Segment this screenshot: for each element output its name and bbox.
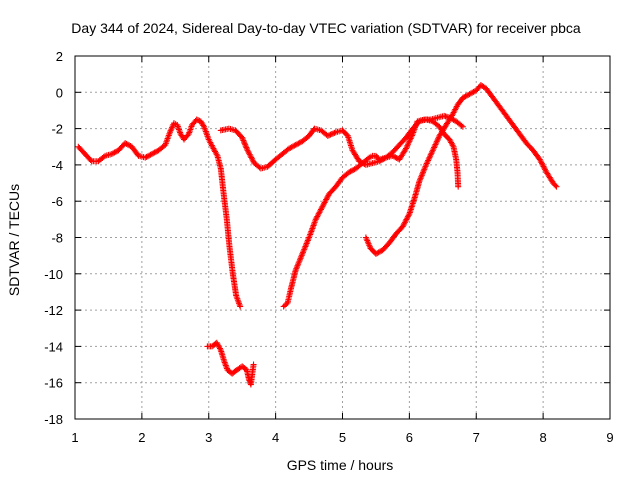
x-axis-label: GPS time / hours [287,457,394,473]
data-point [242,141,249,148]
data-point [250,361,257,368]
y-tick-label: -18 [44,412,63,427]
data-point [459,123,466,130]
data-point [87,157,94,164]
y-tick-label: -8 [51,231,63,246]
x-tick-label: 5 [339,430,346,445]
x-tick-label: 2 [138,430,145,445]
data-point [458,122,465,129]
data-point [326,132,333,139]
data-point [242,143,249,150]
data-point [243,144,250,151]
data-point [193,116,200,123]
plot-frame [74,55,611,420]
data-point [241,140,248,147]
y-tick-label: -4 [51,158,63,173]
data-point [405,212,412,219]
data-point [243,145,250,152]
data-point [195,117,202,124]
x-tick-label: 1 [71,430,78,445]
data-point [240,138,247,145]
x-tick-label: 3 [205,430,212,445]
x-tick-label: 8 [540,430,547,445]
y-tick-label: 0 [56,85,63,100]
y-tick-label: 2 [56,49,63,64]
data-point [200,122,207,129]
series-track-d [280,116,462,310]
y-tick-label: -16 [44,376,63,391]
data-point [324,132,331,139]
data-point [328,131,335,138]
data-point [327,131,334,138]
data-point [237,303,244,310]
y-tick-label: -2 [51,122,63,137]
x-tick-label: 7 [473,430,480,445]
series-track-e [362,82,560,257]
x-tick-label: 4 [272,430,279,445]
y-tick-label: -14 [44,339,63,354]
series-track-b [204,339,257,388]
series-track-a [75,116,244,310]
series-track-c [217,112,466,172]
data-point [100,153,107,160]
data-point [240,137,247,144]
y-tick-label: -6 [51,194,63,209]
data-point [364,155,371,162]
y-axis-label: SDTVAR / TECUs [6,184,22,296]
data-marks [75,82,560,388]
y-tick-label: -10 [44,267,63,282]
grid [75,56,610,419]
data-point [330,130,337,137]
data-point [552,182,559,189]
x-tick-label: 6 [406,430,413,445]
data-point [239,136,246,143]
data-point [455,183,462,190]
chart-title: Day 344 of 2024, Sidereal Day-to-day VTE… [71,20,581,36]
data-point [239,134,246,141]
data-point [331,129,338,136]
x-tick-label: 9 [606,430,613,445]
y-tick-label: -12 [44,303,63,318]
tick-labels: 1 2 3 4 5 6 7 8 9 2 0 -2 -4 -6 -8 -10 -12 -14 -16 -18 [44,49,613,445]
data-point [553,183,560,190]
